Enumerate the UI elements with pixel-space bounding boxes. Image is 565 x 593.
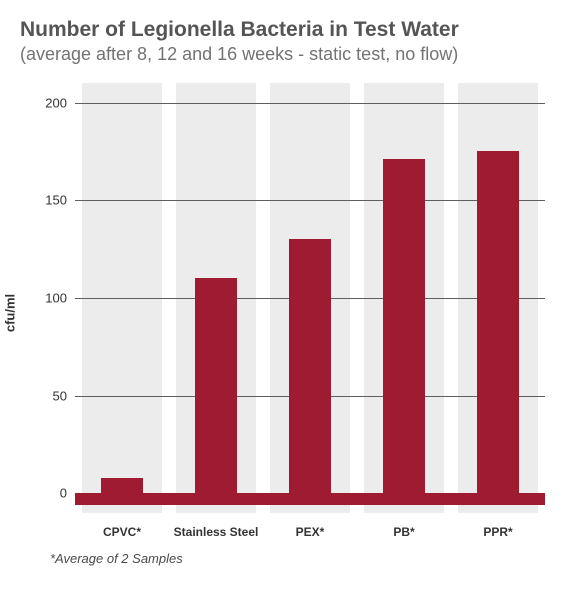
x-tick-label: PEX* [296, 525, 325, 539]
gridline [75, 200, 545, 201]
footnote: *Average of 2 Samples [50, 551, 545, 566]
chart-subtitle: (average after 8, 12 and 16 weeks - stat… [20, 44, 545, 65]
plot-area: 050100150200 [75, 83, 545, 513]
x-tick-label: Stainless Steel [174, 525, 259, 539]
bar [289, 239, 330, 493]
y-tick-label: 100 [45, 291, 67, 306]
y-tick-label: 200 [45, 95, 67, 110]
bar [195, 278, 236, 493]
y-axis-label: cfu/ml [3, 294, 18, 332]
x-tick-label: PB* [393, 525, 414, 539]
chart-container: cfu/ml 050100150200 CPVC*Stainless Steel… [20, 83, 545, 543]
x-tick-label: PPR* [483, 525, 512, 539]
chart-title: Number of Legionella Bacteria in Test Wa… [20, 18, 545, 42]
baseline-strip [75, 493, 545, 505]
y-tick-label: 150 [45, 193, 67, 208]
x-tick-label: CPVC* [103, 525, 141, 539]
bar [383, 159, 424, 493]
y-tick-label: 0 [60, 486, 67, 501]
gridline [75, 103, 545, 104]
bar [101, 478, 142, 494]
bar [477, 151, 518, 493]
y-tick-label: 50 [53, 388, 67, 403]
x-axis-labels: CPVC* Stainless Steel PEX* PB* PPR* [75, 519, 545, 543]
